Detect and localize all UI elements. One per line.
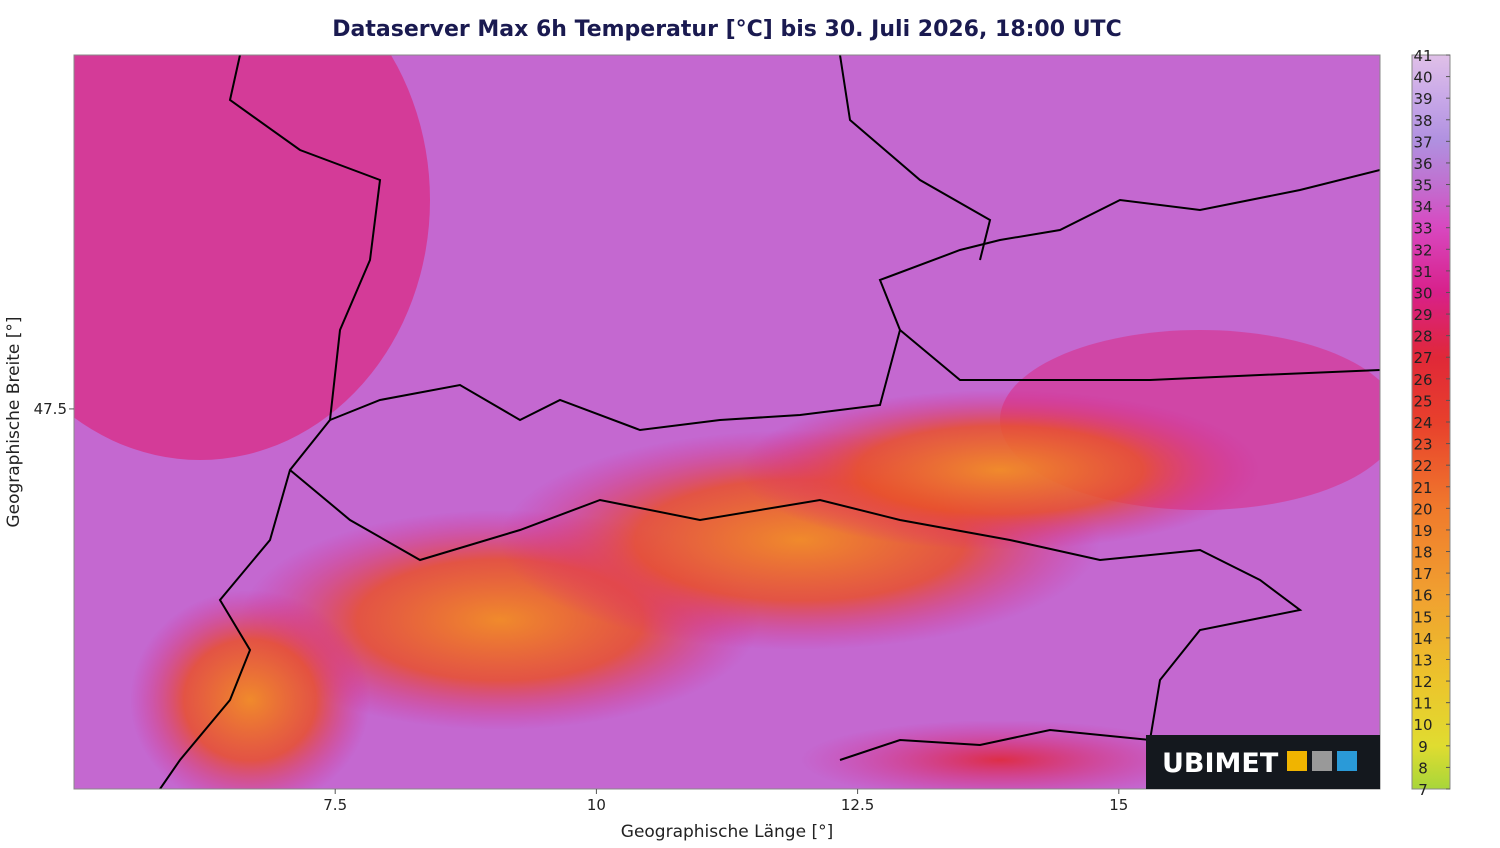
colorbar-tick-label: 8: [1418, 759, 1428, 777]
map-title: Dataserver Max 6h Temperatur [°C] bis 30…: [332, 17, 1121, 42]
colorbar-tick-label: 24: [1413, 414, 1432, 432]
x-tick-label: 7.5: [323, 796, 347, 814]
colorbar-tick-label: 31: [1413, 263, 1432, 281]
x-tick-label: 15: [1109, 796, 1128, 814]
colorbar-tick-label: 13: [1413, 651, 1432, 669]
map-field: [74, 55, 1380, 789]
border: [839, 55, 1380, 381]
colorbar-tick-label: 10: [1413, 716, 1432, 734]
y-axis-label: Geographische Breite [°]: [4, 316, 24, 527]
colorbar-tick-label: 17: [1413, 565, 1432, 583]
colorbar-tick-label: 37: [1413, 133, 1432, 151]
colorbar-tick-label: 35: [1413, 177, 1432, 195]
border: [329, 169, 1380, 432]
colorbar-tick-label: 41: [1413, 47, 1432, 65]
x-tick-label: 10: [587, 796, 606, 814]
colorbar-tick-label: 26: [1413, 371, 1432, 389]
colorbar-tick-label: 39: [1413, 90, 1432, 108]
border: [289, 469, 1303, 741]
colorbar-tick-label: 27: [1413, 349, 1432, 367]
colorbar-tick-label: 23: [1413, 436, 1432, 454]
colorbar-tick-label: 34: [1413, 198, 1432, 216]
colorbar-tick-label: 20: [1413, 500, 1432, 518]
colorbar-tick-label: 30: [1413, 284, 1432, 302]
x-axis-label: Geographische Länge [°]: [621, 822, 833, 842]
border: [839, 728, 1151, 761]
colorbar-tick-label: 15: [1413, 608, 1432, 626]
colorbar-tick-label: 16: [1413, 587, 1432, 605]
colorbar-tick-label: 9: [1418, 738, 1428, 756]
map-region: [130, 590, 370, 789]
colorbar-tick-label: 18: [1413, 544, 1432, 562]
y-tick-label: 47.5: [34, 400, 67, 418]
map-region: [800, 720, 1200, 789]
colorbar-tick-label: 12: [1413, 673, 1432, 691]
colorbar-tick-label: 29: [1413, 306, 1432, 324]
colorbar-tick-label: 25: [1413, 392, 1432, 410]
colorbar-tick-label: 38: [1413, 112, 1432, 130]
colorbar-tick-label: 28: [1413, 328, 1432, 346]
border: [159, 55, 382, 789]
colorbar-tick-label: 21: [1413, 479, 1432, 497]
colorbar-tick-label: 7: [1418, 781, 1428, 799]
plot-frame: [73, 54, 1381, 790]
colorbar-tick-label: 11: [1413, 695, 1432, 713]
colorbar-tick-label: 14: [1413, 630, 1432, 648]
colorbar-tick-label: 40: [1413, 69, 1432, 87]
colorbar-tick-label: 33: [1413, 220, 1432, 238]
colorbar-tick-label: 22: [1413, 457, 1432, 475]
colorbar: [1411, 54, 1451, 790]
logo-icon: [1337, 751, 1357, 771]
colorbar-tick-label: 19: [1413, 522, 1432, 540]
colorbar-tick-label: 36: [1413, 155, 1432, 173]
logo-text: UBIMET: [1162, 748, 1279, 779]
logo-icon: [1287, 751, 1307, 771]
colorbar-tick-label: 32: [1413, 241, 1432, 259]
x-tick-label: 12.5: [841, 796, 874, 814]
logo-box: UBIMET: [1146, 735, 1380, 789]
map-region: [74, 55, 430, 460]
map-region: [740, 390, 1260, 550]
logo-icon: [1312, 751, 1332, 771]
